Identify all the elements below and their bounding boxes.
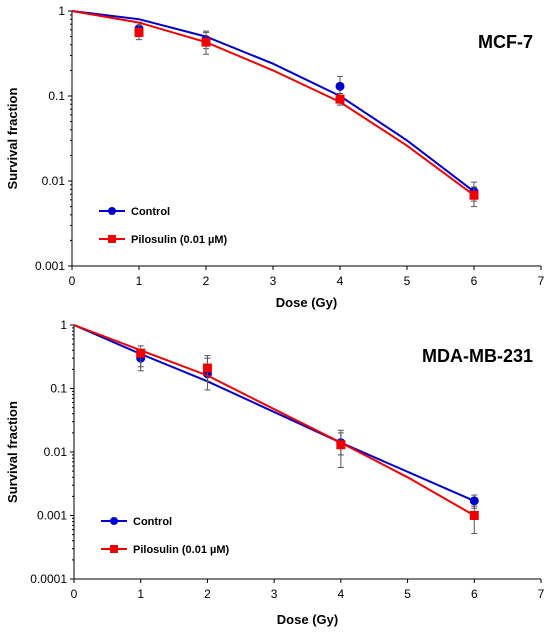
x-axis-title: Dose (Gy)	[276, 295, 337, 310]
legend-label: Pilosulin (0.01 µM)	[131, 234, 228, 246]
x-tick-label: 4	[337, 274, 344, 288]
legend-label: Pilosulin (0.01 µM)	[133, 544, 230, 556]
y-tick-label: 0.1	[48, 89, 65, 103]
y-axis-title: Survival fraction	[5, 88, 20, 190]
y-tick-label: 1	[60, 318, 67, 332]
y-tick-label: 0.01	[42, 174, 66, 188]
x-tick-label: 0	[71, 587, 78, 601]
x-tick-label: 2	[203, 274, 210, 288]
x-tick-label: 1	[137, 587, 144, 601]
y-tick-label: 0.001	[37, 509, 67, 523]
x-tick-label: 5	[404, 587, 411, 601]
x-axis-title: Dose (Gy)	[277, 612, 338, 627]
fit-curve-pilosulin	[71, 10, 475, 197]
control-point	[335, 81, 345, 91]
pilosulin-point	[201, 37, 211, 47]
legend-label: Control	[133, 516, 172, 528]
fit-curve-control	[73, 324, 475, 502]
pilosulin-point	[336, 440, 346, 450]
x-tick-label: 0	[69, 274, 76, 288]
x-tick-label: 7	[538, 274, 545, 288]
y-tick-label: 0.001	[35, 259, 65, 273]
y-tick-label: 0.1	[50, 382, 67, 396]
panel-label: MDA-MB-231	[422, 346, 533, 366]
x-tick-label: 6	[471, 587, 478, 601]
pilosulin-point	[134, 27, 144, 37]
legend-marker	[110, 545, 118, 553]
x-tick-label: 6	[471, 274, 478, 288]
x-tick-label: 5	[404, 274, 411, 288]
control-point	[469, 496, 479, 506]
legend-marker	[110, 517, 118, 525]
pilosulin-point	[469, 511, 479, 520]
x-tick-label: 7	[538, 587, 545, 601]
pilosulin-point	[136, 348, 146, 358]
pilosulin-point	[469, 190, 479, 200]
mcf7-panel: 0 1 2 3 4 5 6 7 0.001 0.01 0.1 1 Dose (Gy) Survival f…	[5, 4, 545, 310]
mdamb231-panel: 0 1 2 3 4 5 6 7 0.0001 0.001 0.01 0.1 1 Dose (Gy) Surv…	[5, 318, 545, 627]
y-tick-label: 0.01	[44, 445, 68, 459]
legend-marker	[108, 235, 116, 243]
x-tick-label: 2	[204, 587, 211, 601]
pilosulin-point	[335, 94, 345, 104]
fit-curve-control	[71, 10, 475, 193]
x-tick-label: 1	[136, 274, 143, 288]
pilosulin-point	[202, 363, 212, 373]
y-tick-label: 0.0001	[30, 572, 67, 586]
x-tick-label: 3	[270, 274, 277, 288]
legend-marker	[108, 207, 116, 215]
x-tick-label: 3	[271, 587, 278, 601]
panel-label: MCF-7	[478, 32, 533, 52]
y-axis-title: Survival fraction	[5, 401, 20, 503]
fit-curve-pilosulin	[73, 324, 475, 517]
y-tick-label: 1	[58, 4, 65, 18]
legend-label: Control	[131, 206, 170, 218]
x-tick-label: 4	[338, 587, 345, 601]
